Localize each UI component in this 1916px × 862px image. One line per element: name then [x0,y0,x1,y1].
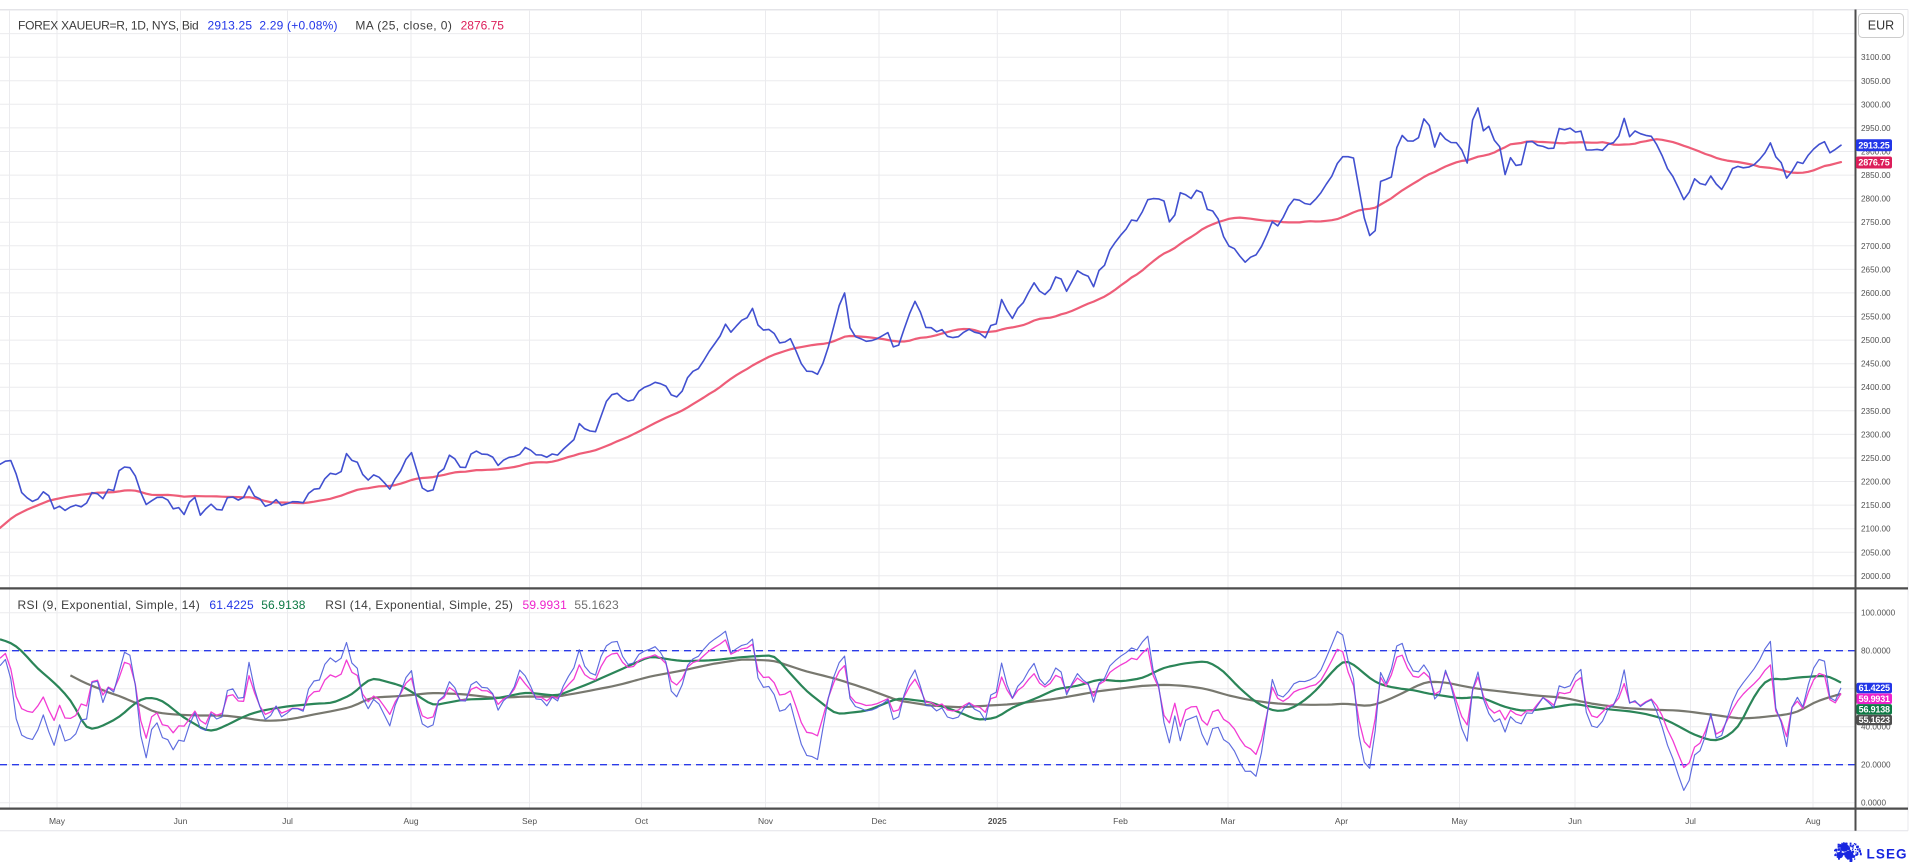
svg-text:2913.25: 2913.25 [1858,140,1889,150]
svg-text:2700.00: 2700.00 [1861,242,1891,251]
svg-text:Apr: Apr [1335,816,1348,826]
svg-text:Mar: Mar [1221,816,1236,826]
svg-text:40.0000: 40.0000 [1861,723,1891,732]
svg-text:80.0000: 80.0000 [1861,647,1891,656]
svg-text:RSI (14, Exponential, Simple,: RSI (14, Exponential, Simple, 25) [325,598,513,612]
svg-text:61.4225: 61.4225 [1859,683,1890,693]
svg-text:2300.00: 2300.00 [1861,430,1891,439]
svg-text:2876.75: 2876.75 [1858,158,1889,168]
svg-text:3000.00: 3000.00 [1861,100,1891,109]
svg-text:2913.25 2.29 (+0.08%): 2913.25 2.29 (+0.08%) [208,19,338,33]
svg-text:Jul: Jul [1685,816,1696,826]
svg-text:Nov: Nov [758,816,774,826]
svg-text:2500.00: 2500.00 [1861,336,1891,345]
svg-text:Sep: Sep [522,816,537,826]
svg-text:2600.00: 2600.00 [1861,289,1891,298]
svg-text:2650.00: 2650.00 [1861,265,1891,274]
svg-text:2000.00: 2000.00 [1861,572,1891,581]
svg-text:2900.00: 2900.00 [1861,148,1891,157]
svg-text:2400.00: 2400.00 [1861,383,1891,392]
svg-text:Jun: Jun [174,816,188,826]
svg-text:2025: 2025 [988,816,1007,826]
svg-text:2850.00: 2850.00 [1861,171,1891,180]
svg-text:FOREX XAUEUR=R, 1D, NYS, Bid: FOREX XAUEUR=R, 1D, NYS, Bid [18,19,198,33]
svg-text:Feb: Feb [1113,816,1128,826]
svg-text:MA (25, close, 0): MA (25, close, 0) [355,19,452,33]
svg-text:59.9931: 59.9931 [523,598,568,612]
svg-text:56.9138: 56.9138 [261,598,306,612]
svg-text:2100.00: 2100.00 [1861,525,1891,534]
svg-text:Aug: Aug [1805,816,1820,826]
svg-text:55.1623: 55.1623 [574,598,619,612]
svg-text:2350.00: 2350.00 [1861,407,1891,416]
svg-text:100.0000: 100.0000 [1861,609,1896,618]
svg-text:Oct: Oct [635,816,649,826]
svg-text:2150.00: 2150.00 [1861,501,1891,510]
svg-text:0.0000: 0.0000 [1861,799,1886,808]
svg-text:RSI (9, Exponential, Simple, 1: RSI (9, Exponential, Simple, 14) [18,598,201,612]
svg-text:May: May [49,816,66,826]
svg-text:2450.00: 2450.00 [1861,360,1891,369]
svg-text:56.9138: 56.9138 [1859,705,1890,715]
svg-text:Jun: Jun [1568,816,1582,826]
svg-text:2800.00: 2800.00 [1861,195,1891,204]
svg-text:Aug: Aug [403,816,418,826]
svg-text:2200.00: 2200.00 [1861,478,1891,487]
svg-text:55.1623: 55.1623 [1859,715,1890,725]
svg-text:59.9931: 59.9931 [1859,694,1890,704]
svg-text:Jul: Jul [282,816,293,826]
svg-text:EUR: EUR [1868,19,1894,33]
svg-text:Dec: Dec [871,816,887,826]
svg-text:2950.00: 2950.00 [1861,124,1891,133]
svg-text:2750.00: 2750.00 [1861,218,1891,227]
svg-text:2876.75: 2876.75 [461,19,505,33]
svg-text:61.4225: 61.4225 [209,598,254,612]
svg-text:3050.00: 3050.00 [1861,77,1891,86]
svg-text:20.0000: 20.0000 [1861,761,1891,770]
svg-text:2050.00: 2050.00 [1861,548,1891,557]
svg-text:3100.00: 3100.00 [1861,53,1891,62]
svg-text:May: May [1451,816,1468,826]
svg-text:2550.00: 2550.00 [1861,313,1891,322]
svg-text:2250.00: 2250.00 [1861,454,1891,463]
svg-text:LSEG: LSEG [1867,847,1908,862]
